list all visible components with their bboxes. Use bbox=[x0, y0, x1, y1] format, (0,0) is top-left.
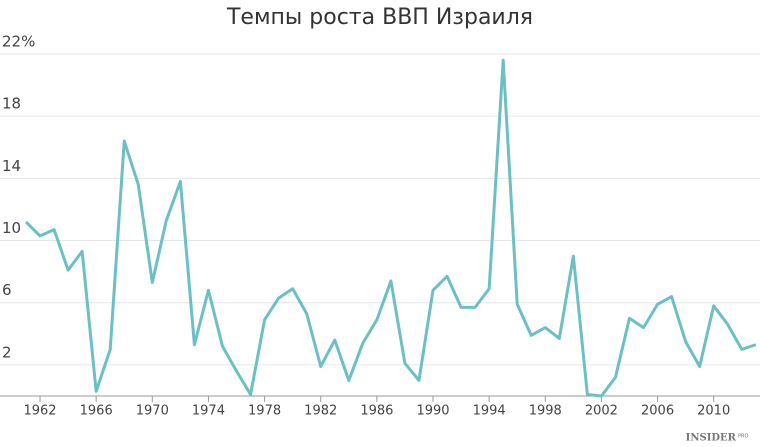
x-tick-label: 2006 bbox=[641, 404, 674, 419]
y-tick-label: 22% bbox=[2, 33, 35, 51]
x-tick-label: 1994 bbox=[473, 404, 506, 419]
x-tick-label: 1978 bbox=[248, 404, 281, 419]
logo-badge: PRO bbox=[738, 434, 748, 440]
y-tick-label: 6 bbox=[2, 281, 12, 299]
logo: INSIDER bbox=[686, 433, 737, 444]
x-tick-label: 2002 bbox=[585, 404, 618, 419]
chart-title: Темпы роста ВВП Израиля bbox=[226, 5, 533, 30]
y-tick-label: 10 bbox=[2, 219, 21, 237]
x-tick-label: 1998 bbox=[529, 404, 562, 419]
y-tick-label: 14 bbox=[2, 157, 21, 175]
x-tick-label: 1962 bbox=[23, 404, 56, 419]
x-tick-label: 1986 bbox=[360, 404, 393, 419]
x-tick-label: 1966 bbox=[80, 404, 113, 419]
x-tick-label: 2010 bbox=[697, 404, 730, 419]
line bbox=[24, 58, 757, 398]
y-tick-label: 2 bbox=[2, 343, 12, 361]
y-tick-label: 18 bbox=[2, 95, 21, 113]
x-tick-label: 1982 bbox=[304, 404, 337, 419]
x-tick-label: 1970 bbox=[136, 404, 169, 419]
x-tick-label: 1990 bbox=[416, 404, 449, 419]
x-tick-label: 1974 bbox=[192, 404, 225, 419]
